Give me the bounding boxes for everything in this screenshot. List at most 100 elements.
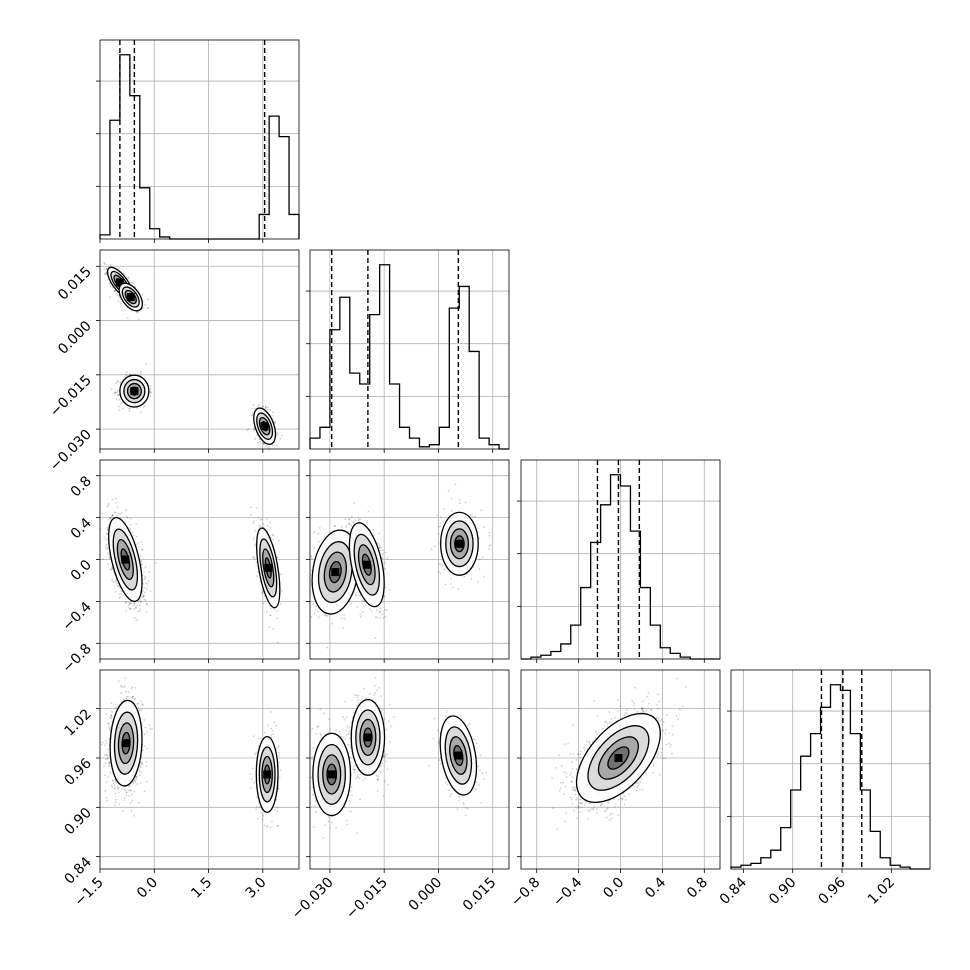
sample-point (129, 528, 132, 531)
sample-point (140, 760, 143, 763)
p2-grid (521, 460, 720, 659)
sample-point (144, 581, 147, 584)
sample-point (247, 428, 250, 430)
sample-point (103, 263, 106, 265)
sample-point (116, 294, 119, 296)
sample-point (125, 371, 128, 373)
sample-point (262, 602, 265, 605)
sample-point (255, 751, 258, 754)
sample-point (106, 757, 109, 760)
sample-point (136, 703, 139, 705)
sample-point (114, 497, 117, 500)
p3-hist-step (730, 684, 930, 870)
sample-point (251, 411, 254, 414)
sample-point (255, 806, 258, 809)
sample-point (264, 405, 267, 408)
sample-point (260, 737, 263, 740)
sample-point (263, 731, 266, 734)
sample-point (112, 580, 114, 583)
sample-point (129, 407, 131, 410)
sample-point (103, 272, 106, 275)
sample-point (272, 534, 275, 537)
sample-point (277, 824, 279, 827)
sample-point (108, 557, 111, 559)
sample-point (135, 778, 138, 781)
sample-point (106, 755, 109, 757)
sample-point (101, 512, 104, 515)
sample-point (140, 771, 142, 774)
sample-point (106, 532, 109, 535)
sample-point (107, 502, 110, 505)
sample-point (114, 703, 117, 706)
sample-point (107, 563, 110, 566)
sample-point (141, 709, 143, 712)
sample-point (119, 595, 122, 598)
sample-point (261, 591, 264, 594)
sample-point (125, 697, 128, 700)
sample-point (123, 685, 126, 687)
sample-point (256, 796, 258, 799)
sample-point (106, 533, 109, 535)
sample-point (269, 521, 272, 524)
sample-point (123, 797, 126, 799)
sample-point (127, 691, 130, 693)
sample-point (139, 765, 141, 767)
p30-frame (99, 669, 300, 870)
sample-point (115, 391, 118, 394)
sample-point (263, 443, 265, 445)
sample-point (115, 292, 118, 295)
sample-point (110, 784, 113, 787)
sample-point (252, 537, 255, 540)
sample-point (112, 782, 115, 785)
sample-point (144, 577, 147, 579)
sample-point (117, 512, 120, 515)
sample-point (139, 601, 142, 603)
sample-point (125, 610, 127, 613)
sample-point (115, 382, 117, 385)
sample-point (144, 575, 146, 578)
sample-point (106, 547, 109, 550)
sample-point (139, 559, 142, 562)
sample-point (277, 745, 280, 747)
sample-point (128, 784, 131, 787)
sample-point (273, 607, 276, 610)
sample-point (123, 799, 126, 802)
sample-point (251, 407, 253, 410)
sample-point (108, 762, 111, 764)
sample-point (255, 561, 258, 564)
sample-point (114, 801, 117, 804)
p21-density (310, 483, 492, 649)
sample-point (110, 388, 113, 391)
sample-point (269, 614, 272, 617)
sample-point (257, 737, 260, 740)
sample-point (255, 575, 258, 578)
sample-point (129, 608, 132, 611)
sample-point (117, 389, 119, 392)
sample-point (118, 398, 121, 401)
sample-point (259, 519, 262, 522)
sample-point (261, 818, 264, 821)
sample-point (134, 781, 137, 784)
sample-point (137, 311, 140, 313)
sample-point (281, 589, 283, 592)
sample-point (115, 799, 117, 801)
sample-point (124, 677, 126, 680)
sample-point (131, 531, 133, 534)
sample-point (132, 697, 134, 700)
sample-point (134, 607, 137, 610)
sample-point (125, 509, 127, 512)
sample-point (114, 792, 117, 795)
sample-point (105, 268, 108, 271)
sample-point (137, 600, 140, 603)
sample-point (105, 758, 107, 761)
sample-point (271, 729, 274, 732)
sample-point (133, 601, 136, 604)
sample-point (107, 723, 110, 726)
p10-density (103, 261, 283, 449)
sample-point (123, 789, 126, 791)
sample-point (106, 548, 108, 551)
sample-point (140, 563, 143, 566)
sample-point (269, 526, 272, 529)
density-peak (260, 422, 269, 431)
sample-point (278, 776, 281, 779)
